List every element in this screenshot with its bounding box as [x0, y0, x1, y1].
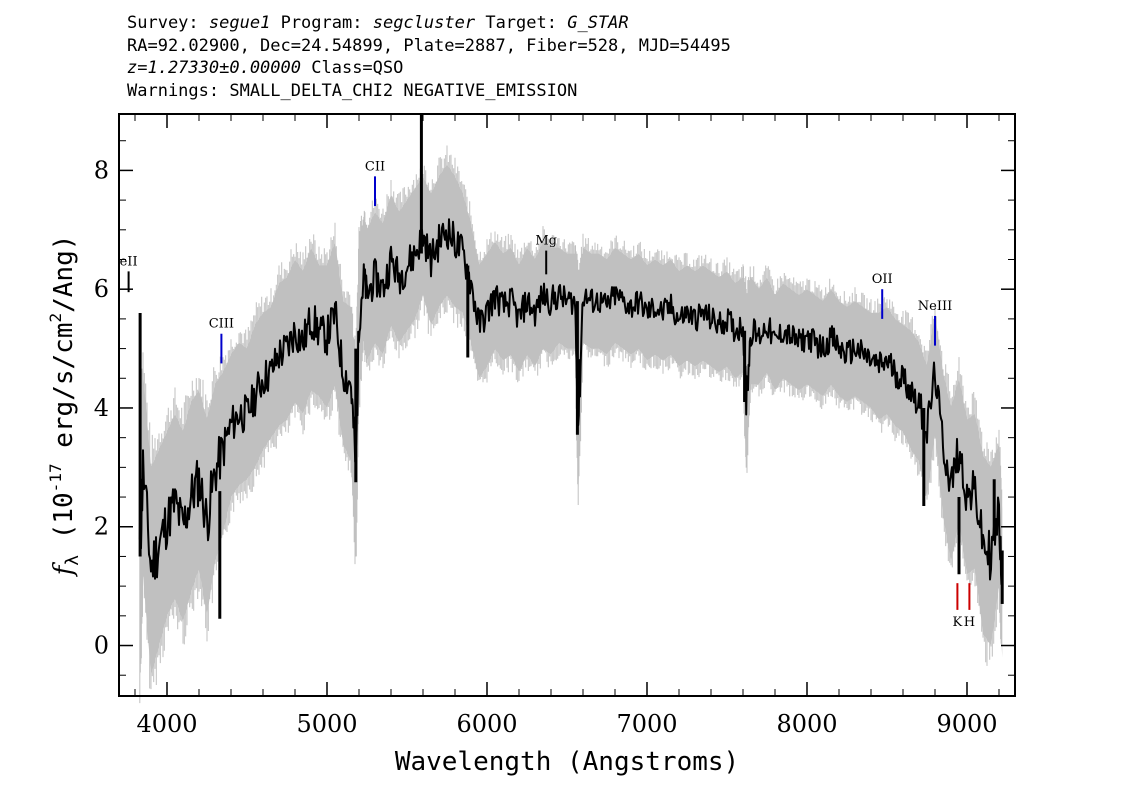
flux-series	[138, 218, 1004, 593]
x-tick-label: 5000	[296, 710, 357, 738]
plot-frame	[118, 113, 1016, 697]
x-axis-title: Wavelength (Angstroms)	[395, 747, 739, 777]
y-label-unit: (10	[49, 492, 79, 555]
spectrum-header: Survey: segue1 Program: segcluster Targe…	[127, 12, 731, 102]
line-marker-label: H	[964, 615, 975, 630]
flux-layer	[138, 114, 1004, 619]
x-tick-label: 8000	[776, 710, 837, 738]
survey-value: segue1	[208, 13, 271, 33]
x-tick-label: 9000	[936, 710, 997, 738]
y-tick-label: 0	[94, 632, 109, 660]
line-marker-label: OII	[872, 272, 893, 287]
x-tick-label: 4000	[136, 710, 197, 738]
line-marker-label: eII	[120, 254, 138, 269]
y-tick-label: 4	[94, 394, 109, 422]
x-tick-label: 6000	[456, 710, 517, 738]
y-tick-label: 6	[94, 275, 109, 303]
line-marker-label: K	[953, 615, 963, 630]
y-label-exp2: 2	[46, 313, 65, 323]
redshift-value: z=1.27330±0.00000	[127, 58, 301, 78]
coordinates-line: RA=92.02900, Dec=24.54899, Plate=2887, F…	[127, 35, 731, 56]
line-marker-label: CIII	[209, 317, 234, 332]
y-axis-title: fλ (10-17 erg/s/cm2/Ang)	[46, 235, 83, 578]
warnings-line: Warnings: SMALL_DELTA_CHI2 NEGATIVE_EMIS…	[127, 80, 578, 101]
line-marker-label: CII	[365, 159, 385, 174]
y-label-rest: erg/s/cm	[49, 323, 79, 464]
program-value: segcluster	[372, 13, 476, 33]
target-label: Target:	[485, 13, 557, 33]
program-label: Program:	[280, 13, 363, 33]
header-line-1: Survey: segue1 Program: segcluster Targe…	[127, 12, 731, 35]
redshift-line: z=1.27330±0.00000 Class=QSO	[127, 57, 731, 80]
line-marker-label: Mg	[535, 234, 557, 249]
y-tick-label: 2	[94, 513, 109, 541]
line-markers-layer: eII CIII CII Mg OII NeIII K H	[120, 159, 975, 630]
x-tick-label: 7000	[616, 710, 677, 738]
target-value: G_STAR	[567, 13, 629, 33]
class-value: Class=QSO	[311, 58, 404, 78]
error-envelope	[139, 164, 1003, 682]
axis-ticks-layer: 4000 5000 6000 7000 8000 9000 0 2 4 6 8	[94, 114, 1015, 738]
error-envelope-layer	[139, 145, 1003, 704]
survey-label: Survey:	[127, 13, 199, 33]
y-tick-label: 8	[94, 156, 109, 184]
line-marker-label: NeIII	[918, 299, 952, 314]
y-label-tail: /Ang)	[49, 235, 79, 313]
y-label-exp: -17	[46, 463, 65, 492]
y-label-sub: λ	[62, 555, 83, 566]
